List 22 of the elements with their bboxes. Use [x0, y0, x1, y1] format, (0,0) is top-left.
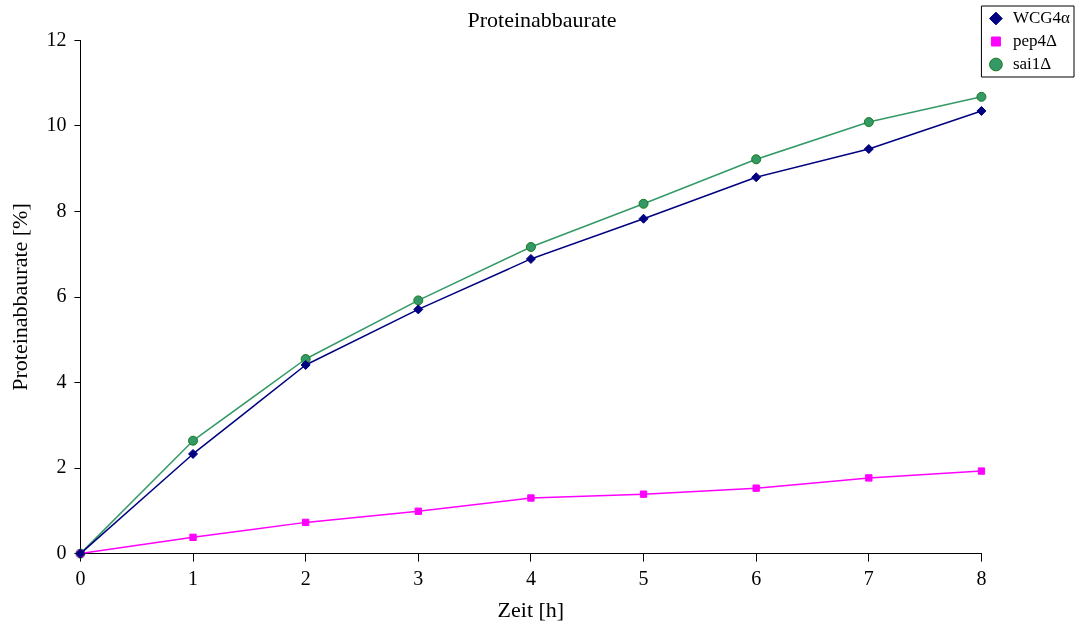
legend-label: sai1Δ: [1012, 53, 1052, 73]
y-tick-label: 2: [56, 455, 67, 478]
y-tick-label: 10: [46, 113, 67, 136]
y-tick-label: 0: [56, 540, 67, 563]
x-tick-label: 0: [75, 566, 86, 589]
x-tick-label: 7: [863, 566, 874, 589]
legend-label: WCG4α: [1012, 7, 1071, 27]
y-tick-label: 12: [46, 27, 67, 50]
x-tick-label: 2: [300, 566, 311, 589]
y-axis-title: Proteinabbaurate [%]: [6, 203, 32, 391]
x-tick-label: 1: [188, 566, 199, 589]
x-tick-label: 8: [976, 566, 987, 589]
y-tick-label: 8: [56, 198, 67, 221]
chart-title: Proteinabbaurate: [467, 6, 617, 32]
x-tick-label: 3: [413, 566, 424, 589]
y-tick-label: 4: [56, 369, 67, 392]
x-tick-label: 6: [751, 566, 762, 589]
x-tick-label: 4: [525, 566, 536, 589]
x-axis-title: Zeit [h]: [497, 596, 565, 622]
y-tick-label: 6: [56, 284, 67, 307]
legend-label: pep4Δ: [1012, 30, 1057, 50]
x-tick-label: 5: [638, 566, 649, 589]
